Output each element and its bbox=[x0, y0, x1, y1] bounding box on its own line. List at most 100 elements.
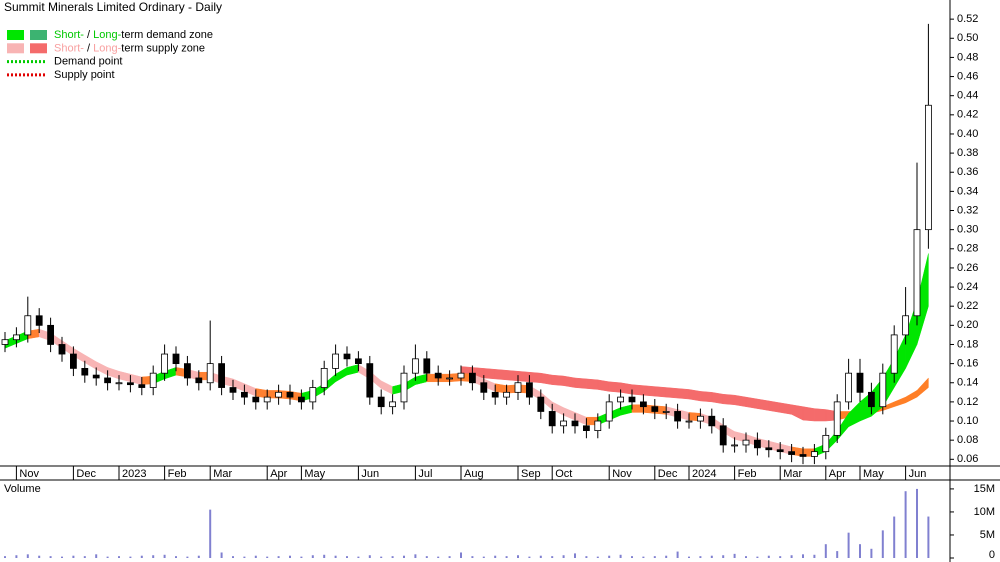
volume-bar bbox=[83, 556, 86, 558]
zone-segment bbox=[597, 379, 610, 392]
candle-body bbox=[115, 382, 123, 385]
legend-swatch bbox=[7, 30, 24, 40]
y-tick-label: 0.08 bbox=[957, 434, 978, 446]
candle-body bbox=[366, 363, 374, 398]
y-tick-label: 0.48 bbox=[957, 51, 978, 63]
y-tick-label: 0.46 bbox=[957, 70, 978, 82]
volume-bar bbox=[118, 556, 120, 558]
volume-bar bbox=[904, 491, 907, 558]
candle-body bbox=[811, 451, 818, 457]
volume-tick-label: 0 bbox=[989, 549, 995, 561]
volume-bar bbox=[380, 556, 383, 558]
x-tick-label: Jun bbox=[361, 468, 379, 480]
volume-bar bbox=[676, 551, 679, 558]
volume-bar bbox=[175, 556, 177, 558]
legend-label: Short- / Long-term supply zone bbox=[54, 42, 205, 54]
x-tick-label: Dec bbox=[658, 468, 678, 480]
x-tick-label: Feb bbox=[168, 468, 187, 480]
volume-bar bbox=[699, 556, 702, 558]
volume-bar bbox=[551, 556, 554, 558]
y-tick-label: 0.38 bbox=[957, 147, 978, 159]
candle-body bbox=[320, 367, 328, 388]
volume-label: Volume bbox=[4, 483, 41, 495]
volume-bar bbox=[277, 556, 280, 558]
volume-bar bbox=[562, 555, 565, 558]
zone-segment bbox=[802, 406, 815, 422]
volume-bar bbox=[745, 556, 747, 558]
candle-body bbox=[480, 382, 488, 393]
x-tick-label: Apr bbox=[270, 468, 287, 480]
candle-body bbox=[70, 353, 77, 369]
candle-body bbox=[719, 425, 727, 446]
volume-tick-label: 5M bbox=[980, 529, 995, 541]
volume-bar bbox=[665, 555, 668, 558]
volume-bar bbox=[289, 555, 291, 558]
zone-segment bbox=[608, 381, 621, 393]
candle-body bbox=[754, 439, 761, 449]
candle-body bbox=[47, 324, 54, 345]
volume-bar bbox=[482, 556, 485, 558]
y-tick-label: 0.44 bbox=[957, 90, 978, 102]
candle-body bbox=[537, 396, 545, 412]
candle-body bbox=[446, 377, 454, 380]
candle-body bbox=[35, 315, 43, 326]
volume-bar bbox=[403, 555, 405, 558]
candle-body bbox=[332, 353, 340, 369]
candle-body bbox=[742, 439, 750, 446]
volume-bar bbox=[334, 555, 337, 558]
volume-bar bbox=[368, 555, 371, 558]
candle-body bbox=[24, 315, 32, 336]
legend-label: Demand point bbox=[54, 56, 123, 68]
zone-segment bbox=[586, 378, 599, 390]
volume-bar bbox=[574, 553, 576, 558]
volume-bar bbox=[790, 555, 793, 558]
legend-swatch bbox=[30, 30, 47, 40]
volume-bar bbox=[448, 556, 451, 558]
candle-body bbox=[252, 396, 260, 403]
volume-bar bbox=[733, 553, 736, 558]
x-tick-label: May bbox=[304, 468, 325, 480]
volume-bar bbox=[129, 556, 132, 558]
volume-bar bbox=[767, 555, 770, 558]
volume-bar bbox=[266, 556, 269, 558]
candle-body bbox=[195, 377, 203, 384]
x-tick-label: Nov bbox=[19, 468, 39, 480]
zone-segment bbox=[757, 398, 770, 411]
zone-segment bbox=[677, 388, 690, 400]
volume-bar bbox=[61, 556, 63, 558]
candle-body bbox=[902, 315, 909, 336]
volume-bar bbox=[95, 554, 98, 558]
candle-body bbox=[594, 420, 602, 431]
candle-body bbox=[172, 353, 180, 365]
volume-bar bbox=[72, 555, 75, 558]
y-tick-label: 0.20 bbox=[957, 319, 978, 331]
zone-segment bbox=[506, 370, 519, 382]
zone-segment bbox=[665, 387, 678, 399]
candle-body bbox=[845, 372, 852, 403]
volume-bar bbox=[437, 556, 440, 558]
zone-segment bbox=[916, 253, 929, 345]
x-tick-label: Sep bbox=[521, 468, 541, 480]
x-tick-label: Feb bbox=[738, 468, 757, 480]
candle-body bbox=[286, 391, 294, 398]
candle-body bbox=[765, 447, 773, 451]
zone-segment bbox=[711, 392, 724, 405]
y-tick-label: 0.18 bbox=[957, 338, 978, 350]
candle-body bbox=[468, 372, 476, 384]
volume-tick-label: 15M bbox=[974, 483, 995, 495]
y-tick-label: 0.10 bbox=[957, 415, 978, 427]
candle-body bbox=[925, 104, 932, 231]
volume-bar bbox=[425, 556, 428, 558]
volume-bar bbox=[631, 556, 633, 558]
y-tick-label: 0.26 bbox=[957, 262, 978, 274]
candle-body bbox=[92, 374, 100, 379]
volume-bar bbox=[414, 554, 417, 558]
zone-segment bbox=[688, 389, 701, 402]
volume-bar bbox=[756, 556, 759, 558]
x-tick-label: Jun bbox=[909, 468, 927, 480]
x-tick-label: Oct bbox=[555, 468, 572, 480]
candle-body bbox=[149, 372, 157, 388]
zone-segment bbox=[814, 408, 827, 422]
volume-bar bbox=[152, 555, 155, 558]
volume-bar bbox=[710, 555, 713, 558]
